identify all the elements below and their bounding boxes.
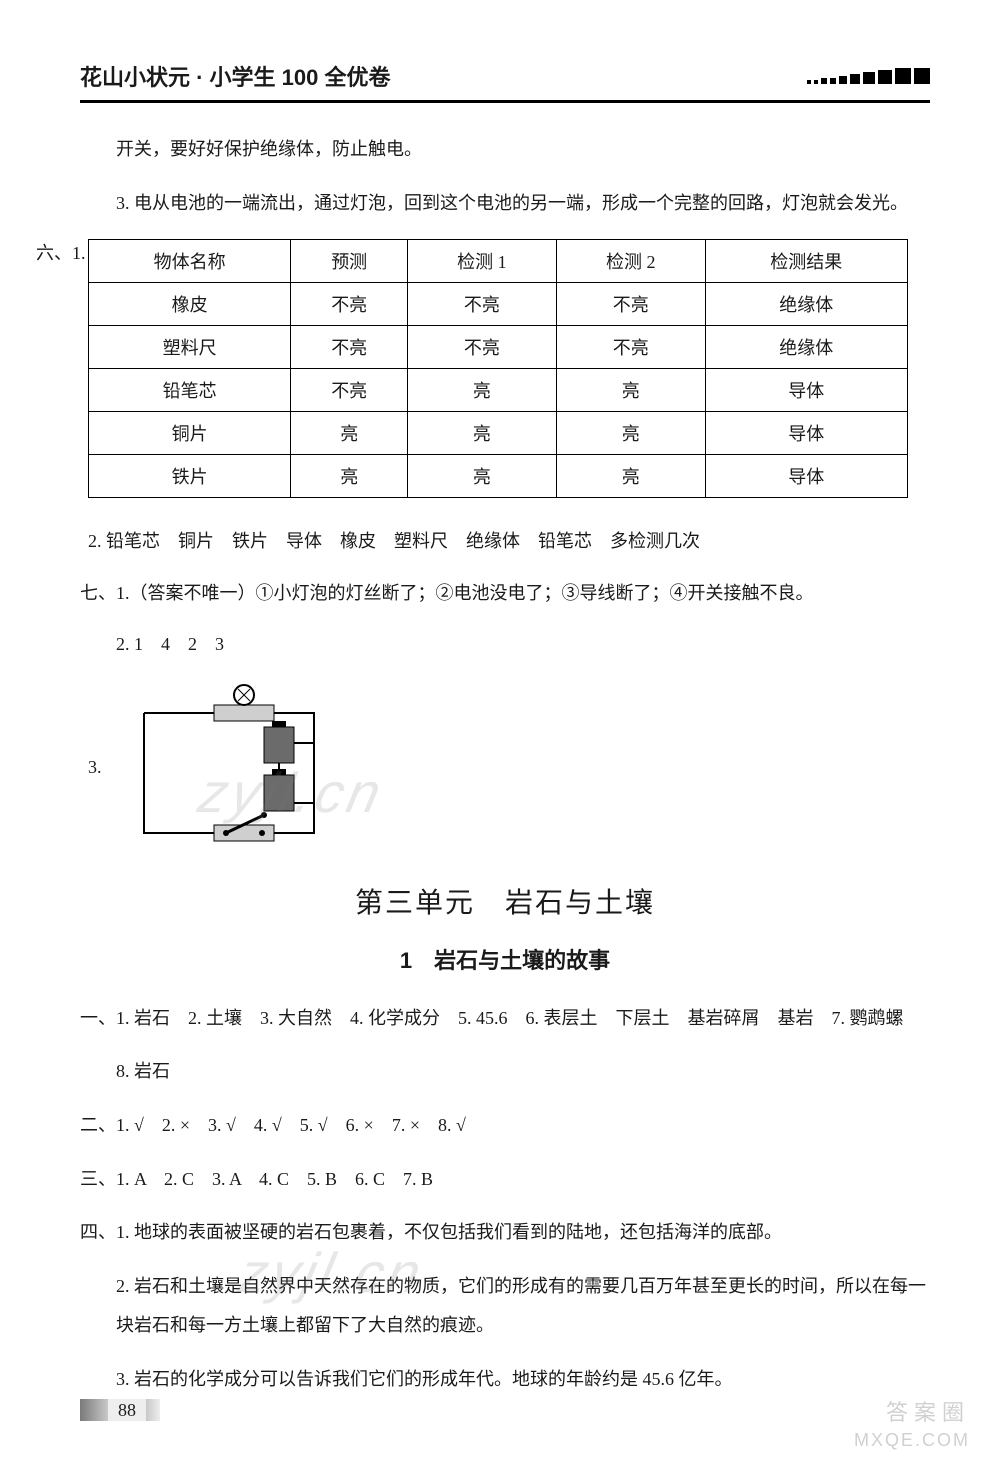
header-decoration	[807, 68, 930, 84]
unit3-a2: 二、1. √ 2. × 3. √ 4. √ 5. √ 6. × 7. × 8. …	[80, 1106, 930, 1146]
col-h2: 检测 1	[408, 240, 557, 283]
page-header: 花山小状元 · 小学生 100 全优卷	[80, 60, 930, 103]
col-h0: 物体名称	[89, 240, 291, 283]
page-number-bar-icon	[80, 1399, 108, 1421]
unit3-subtitle: 1 岩石与土壤的故事	[80, 943, 930, 975]
conductivity-table: 物体名称 预测 检测 1 检测 2 检测结果 橡皮 不亮 不亮 不亮 绝缘体 塑…	[88, 239, 908, 498]
unit3-a1: 一、1. 岩石 2. 土壤 3. 大自然 4. 化学成分 5. 45.6 6. …	[80, 999, 930, 1039]
watermark-brand: 答案圈	[886, 1395, 970, 1427]
table-row: 铜片 亮 亮 亮 导体	[89, 412, 908, 455]
page-number-box: 88	[80, 1399, 160, 1421]
table-row: 橡皮 不亮 不亮 不亮 绝缘体	[89, 283, 908, 326]
table-row: 铁片 亮 亮 亮 导体	[89, 455, 908, 498]
intro-p2: 3. 电从电池的一端流出，通过灯泡，回到这个电池的另一端，形成一个完整的回路，灯…	[80, 185, 930, 221]
section7-line2: 2. 1 4 2 3	[116, 625, 930, 665]
unit3-a4-2: 2. 岩石和土壤是自然界中天然存在的物质，它们的形成有的需要几百万年甚至更长的时…	[80, 1267, 930, 1346]
unit3-title: 第三单元 岩石与土壤	[80, 881, 930, 921]
unit3-a4-1: 四、1. 地球的表面被坚硬的岩石包裹着，不仅包括我们看到的陆地，还包括海洋的底部…	[80, 1213, 930, 1253]
intro-p1: 开关，要好好保护绝缘体，防止触电。	[80, 131, 930, 167]
table-row: 塑料尺 不亮 不亮 不亮 绝缘体	[89, 326, 908, 369]
section6-table-wrap: 六、1. 物体名称 预测 检测 1 检测 2 检测结果 橡皮 不亮 不亮 不亮 …	[88, 239, 930, 498]
unit3-a3: 三、1. A 2. C 3. A 4. C 5. B 6. C 7. B	[80, 1160, 930, 1200]
page-number: 88	[108, 1399, 146, 1421]
table-header-row: 物体名称 预测 检测 1 检测 2 检测结果	[89, 240, 908, 283]
q3-label: 3.	[88, 757, 102, 778]
col-h1: 预测	[291, 240, 408, 283]
col-h4: 检测结果	[705, 240, 907, 283]
unit3-a4-3: 3. 岩石的化学成分可以告诉我们它们的形成年代。地球的年龄约是 45.6 亿年。	[80, 1360, 930, 1400]
section7-line1: 七、1.（答案不唯一）①小灯泡的灯丝断了；②电池没电了；③导线断了；④开关接触不…	[80, 574, 930, 614]
table-row: 铅笔芯 不亮 亮 亮 导体	[89, 369, 908, 412]
circuit-diagram-icon	[114, 683, 334, 853]
header-title: 花山小状元 · 小学生 100 全优卷	[80, 60, 390, 92]
unit3-a1b: 8. 岩石	[80, 1052, 930, 1092]
section6-line2: 2. 铅笔芯 铜片 铁片 导体 橡皮 塑料尺 绝缘体 铅笔芯 多检测几次	[88, 522, 930, 562]
circuit-diagram-row: 3.	[88, 683, 930, 853]
watermark-url: MXQE.COM	[854, 1430, 970, 1451]
page-number-bar2-icon	[146, 1399, 160, 1421]
section6-label: 六、1.	[36, 239, 86, 265]
col-h3: 检测 2	[556, 240, 705, 283]
